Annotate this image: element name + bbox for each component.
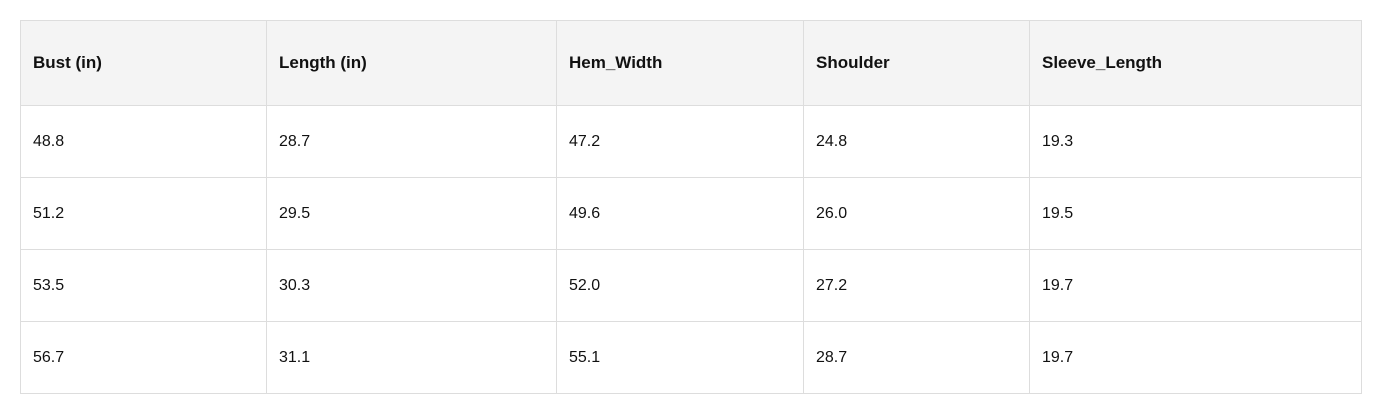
- column-header: Bust (in): [20, 20, 267, 106]
- table-cell: 53.5: [20, 249, 267, 322]
- table-cell: 26.0: [803, 177, 1030, 250]
- table-cell: 19.3: [1029, 105, 1362, 178]
- table-row: 48.8 28.7 47.2 24.8 19.3: [20, 105, 1362, 178]
- table-head: Bust (in) Length (in) Hem_Width Shoulder Sle…: [20, 20, 1362, 106]
- table-cell: 51.2: [20, 177, 267, 250]
- table-cell: 24.8: [803, 105, 1030, 178]
- table-cell: 28.7: [266, 105, 557, 178]
- table-row: 56.7 31.1 55.1 28.7 19.7: [20, 321, 1362, 394]
- table-cell: 27.2: [803, 249, 1030, 322]
- column-header: Length (in): [266, 20, 557, 106]
- column-header: Hem_Width: [556, 20, 804, 106]
- table-cell: 19.7: [1029, 249, 1362, 322]
- table-cell: 55.1: [556, 321, 804, 394]
- size-table: Bust (in) Length (in) Hem_Width Shoulder Sle…: [20, 20, 1362, 394]
- table-row: 51.2 29.5 49.6 26.0 19.5: [20, 177, 1362, 250]
- table-cell: 28.7: [803, 321, 1030, 394]
- table-cell: 49.6: [556, 177, 804, 250]
- table-cell: 56.7: [20, 321, 267, 394]
- table-cell: 52.0: [556, 249, 804, 322]
- table-cell: 47.2: [556, 105, 804, 178]
- table-cell: 31.1: [266, 321, 557, 394]
- table-cell: 48.8: [20, 105, 267, 178]
- table-cell: 19.7: [1029, 321, 1362, 394]
- table-container: Bust (in) Length (in) Hem_Width Shoulder Sle…: [20, 20, 1362, 394]
- table-cell: 29.5: [266, 177, 557, 250]
- table-cell: 19.5: [1029, 177, 1362, 250]
- column-header: Shoulder: [803, 20, 1030, 106]
- table-row: 53.5 30.3 52.0 27.2 19.7: [20, 249, 1362, 322]
- column-header: Sleeve_Length: [1029, 20, 1362, 106]
- table-body: 48.8 28.7 47.2 24.8 19.3 51.2 29.5 49.6 26.0 19.5…: [20, 105, 1362, 394]
- table-cell: 30.3: [266, 249, 557, 322]
- header-row: Bust (in) Length (in) Hem_Width Shoulder Sle…: [20, 20, 1362, 106]
